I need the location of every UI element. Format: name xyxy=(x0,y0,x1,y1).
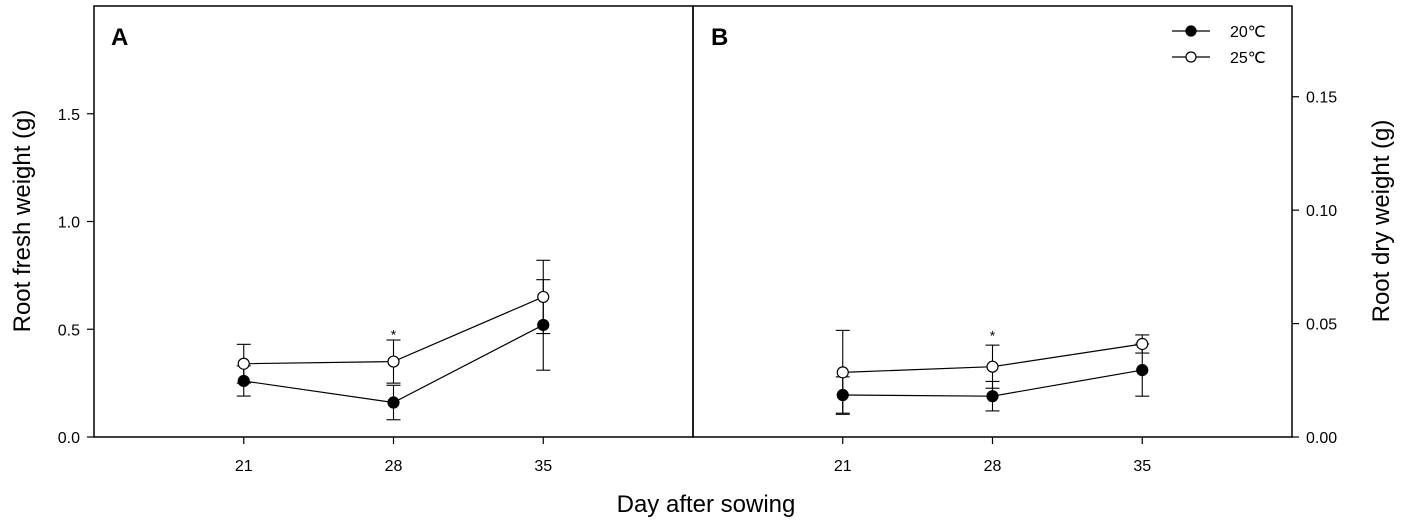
y-tick-label-b: 0.00 xyxy=(1306,430,1337,447)
y-axis-title-left: Root fresh weight (g) xyxy=(9,110,36,333)
y-tick-label-a: 1.0 xyxy=(58,215,80,232)
legend-marker-20 xyxy=(1185,25,1197,37)
y-tick-label-b: 0.15 xyxy=(1306,90,1337,107)
plot-layer: 21 28 35 0.0 0.5 1.0 1.5 * 21 28 35 0.00 0.05 0.10 0.1… xyxy=(58,90,1337,475)
data-point-20-a xyxy=(387,396,400,409)
significance-marker-a: * xyxy=(391,326,397,342)
significance-marker-b: * xyxy=(990,328,996,344)
x-tick-label-a: 28 xyxy=(385,458,403,475)
legend-label-20: 20℃ xyxy=(1230,24,1266,41)
x-tick-label-b: 35 xyxy=(1133,458,1151,475)
x-axis-title: Day after sowing xyxy=(617,491,796,518)
y-axis-title-right: Root dry weight (g) xyxy=(1368,120,1395,323)
legend-label-25: 25℃ xyxy=(1230,50,1266,67)
data-point-25-a xyxy=(237,357,250,370)
y-tick-label-b: 0.05 xyxy=(1306,317,1337,334)
data-point-25-a xyxy=(387,355,400,368)
data-point-25-b xyxy=(836,366,849,379)
data-point-25-a xyxy=(537,290,550,304)
data-point-20-b xyxy=(836,388,849,402)
y-tick-label-b: 0.10 xyxy=(1306,203,1337,220)
panel-b-label: B xyxy=(711,24,728,51)
legend-marker-25 xyxy=(1185,51,1197,63)
y-tick-label-a: 0.5 xyxy=(58,322,80,339)
panel-a-label: A xyxy=(111,24,128,51)
x-tick-label-a: 21 xyxy=(235,458,253,475)
data-point-20-a xyxy=(237,374,250,388)
data-point-20-b xyxy=(1136,363,1149,377)
x-tick-label-a: 35 xyxy=(534,458,552,475)
legend: 20℃ 25℃ xyxy=(1172,24,1266,67)
data-point-20-b xyxy=(986,390,999,403)
x-tick-label-b: 21 xyxy=(834,458,852,475)
y-tick-label-a: 0.0 xyxy=(58,430,80,447)
data-point-25-b xyxy=(986,360,999,373)
x-tick-label-b: 28 xyxy=(984,458,1002,475)
y-tick-label-a: 1.5 xyxy=(58,107,80,124)
data-point-20-a xyxy=(537,318,550,332)
data-point-25-b xyxy=(1136,337,1149,351)
